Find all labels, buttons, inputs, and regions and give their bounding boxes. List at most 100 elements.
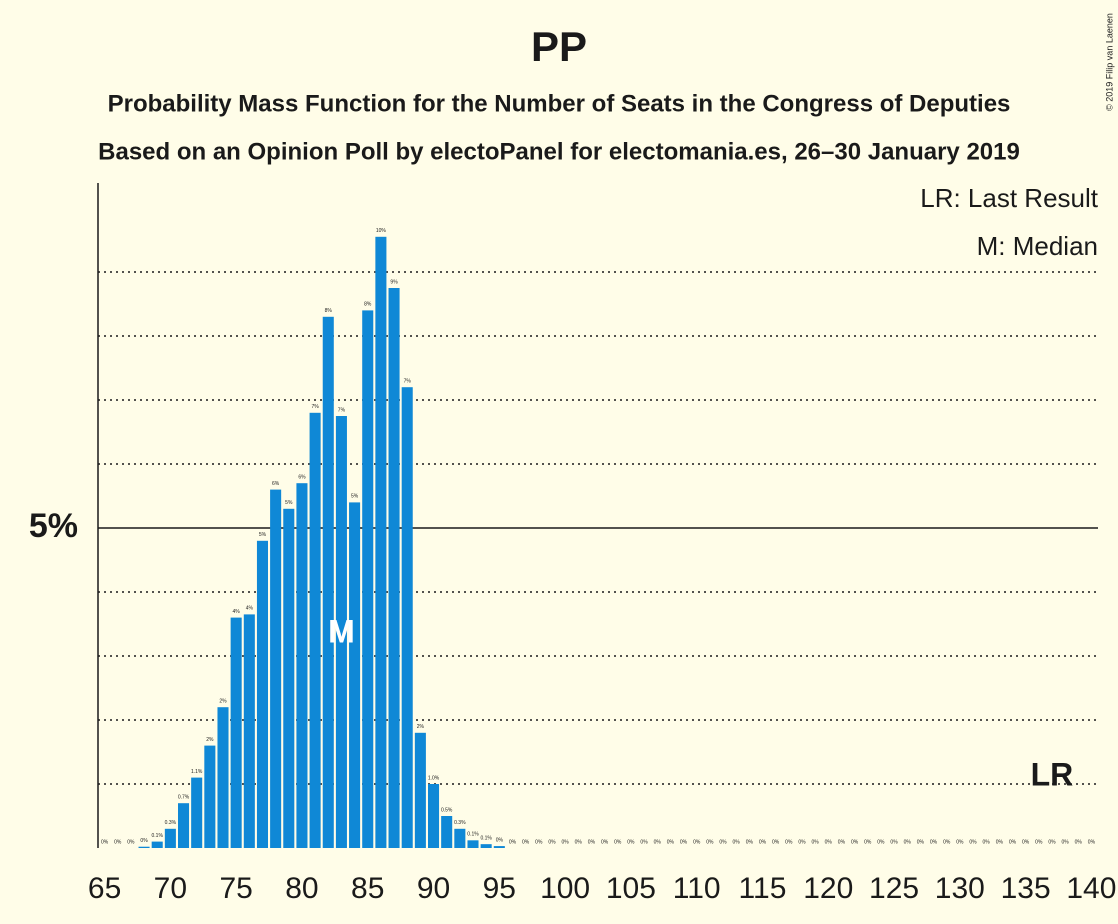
value-label: 0% [588,839,596,845]
value-label: 0% [838,839,846,845]
bar [296,483,308,848]
value-label: 0.1% [467,832,479,838]
bar [428,784,440,848]
value-label: 5% [285,500,293,506]
value-label: 0% [1048,839,1056,845]
value-label: 0% [956,839,964,845]
value-label: 0% [969,839,977,845]
value-label: 0.1% [480,835,492,841]
value-label: 0% [1075,839,1083,845]
x-tick-label: 140 [1066,872,1116,905]
x-tick-label: 85 [351,872,384,905]
value-label: 5% [259,532,267,538]
bar [204,745,216,848]
value-label: 4% [233,609,241,615]
bar [256,540,268,848]
value-label: 0.7% [178,795,190,801]
bar [322,316,334,848]
value-label: 0% [509,839,517,845]
value-label: 0% [101,839,109,845]
value-label: 0% [1009,839,1017,845]
bar [401,387,413,848]
credit: © 2019 Filip van Laenen [1104,13,1114,111]
x-tick-label: 130 [935,872,985,905]
bar [191,777,203,848]
value-label: 5% [351,494,359,500]
value-label: 9% [390,279,398,285]
annotation: LR [1031,756,1074,792]
x-tick-label: 110 [673,872,721,905]
x-tick-label: 100 [540,872,590,905]
x-tick-label: 65 [88,872,121,905]
value-label: 0% [996,839,1004,845]
value-label: 0.3% [454,820,466,826]
value-label: 10% [376,228,387,234]
value-label: 0% [864,839,872,845]
value-label: 7% [311,404,319,410]
value-label: 0% [1061,839,1069,845]
value-label: 0% [877,839,885,845]
bar [480,844,492,848]
value-label: 0% [917,839,925,845]
value-label: 0% [140,838,148,844]
bar [309,412,321,848]
value-label: 0% [890,839,898,845]
legend-note: M: Median [977,231,1098,261]
value-label: 2% [219,699,227,705]
value-label: 0% [627,839,635,845]
value-label: 0% [904,839,912,845]
value-label: 4% [246,606,254,612]
value-label: 8% [364,302,372,308]
value-label: 0% [496,837,504,843]
value-label: 0% [930,839,938,845]
value-label: 0% [548,839,556,845]
value-label: 0% [785,839,793,845]
bar [243,614,255,848]
value-label: 6% [298,475,306,481]
x-tick-label: 80 [285,872,318,905]
value-label: 0.1% [152,833,164,839]
bar [151,841,163,848]
x-tick-label: 115 [739,872,787,905]
bar [375,236,387,849]
chart-title: PP [531,23,587,70]
value-label: 0% [943,839,951,845]
bar [349,502,361,848]
value-label: 0% [851,839,859,845]
x-tick-label: 105 [606,872,656,905]
value-label: 0% [614,839,622,845]
bar [362,310,374,848]
bar [467,840,479,848]
value-label: 1.0% [428,775,440,781]
bar [164,828,176,848]
x-tick-label: 135 [1001,872,1051,905]
bar [270,489,282,848]
value-label: 6% [272,481,280,487]
value-label: 0% [706,839,714,845]
annotation: M [328,613,355,649]
chart-subtitle: Based on an Opinion Poll by electoPanel … [98,138,1020,165]
bar [178,803,190,848]
bar [414,732,426,848]
x-tick-label: 90 [417,872,450,905]
bar [283,508,295,848]
value-label: 0% [746,839,754,845]
y-tick-label: 5% [29,507,78,545]
value-label: 2% [417,724,425,730]
value-label: 0% [772,839,780,845]
value-label: 8% [325,308,333,314]
value-label: 0% [127,839,135,845]
value-label: 7% [338,407,346,413]
bar [388,288,400,848]
value-label: 0% [811,839,819,845]
bar [441,816,453,848]
value-label: 7% [404,379,412,385]
value-label: 2% [206,737,214,743]
value-label: 0% [640,839,648,845]
bar [335,416,347,848]
value-label: 0% [575,839,583,845]
value-label: 0% [759,839,767,845]
